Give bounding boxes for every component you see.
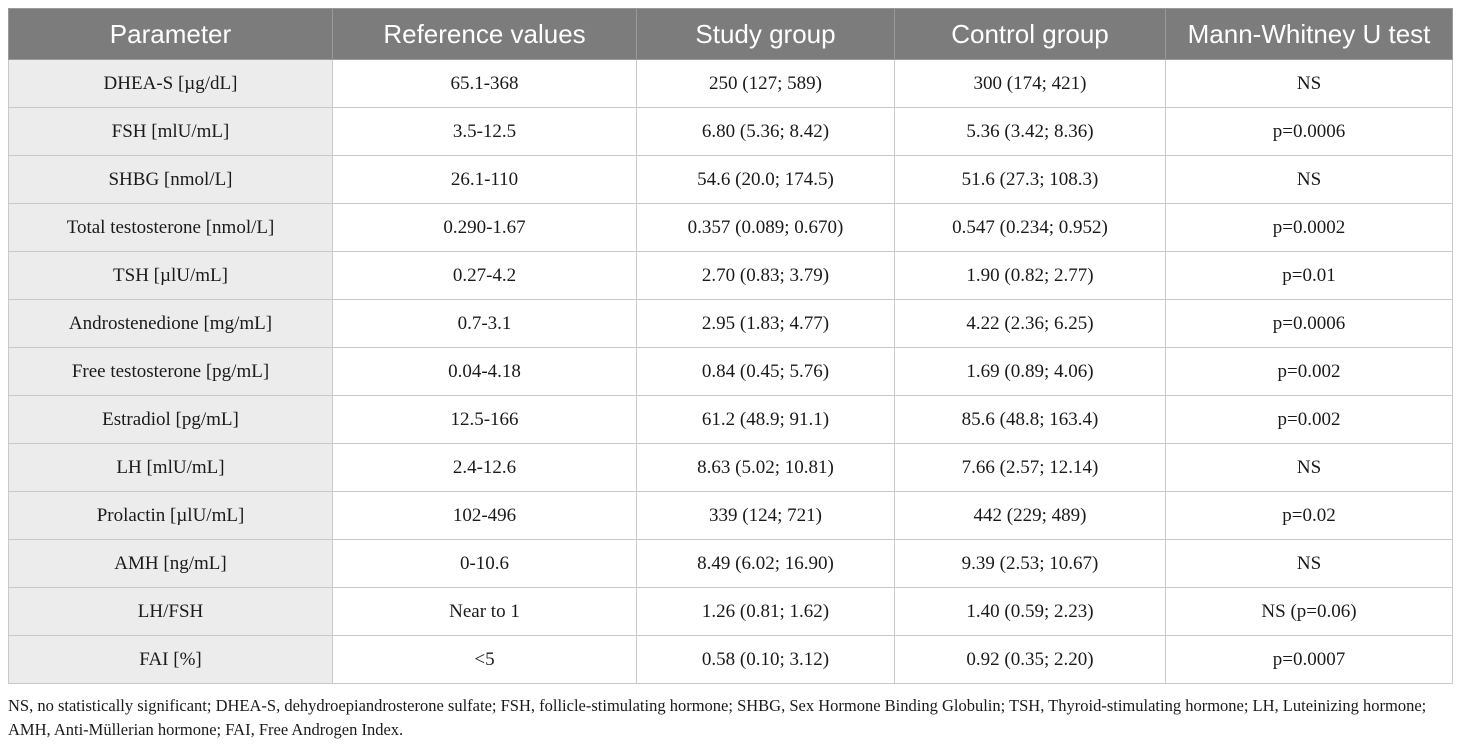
cell-control-group: 442 (229; 489) [894, 491, 1166, 540]
cell-parameter: Prolactin [µlU/mL] [8, 491, 333, 540]
cell-control-group: 7.66 (2.57; 12.14) [894, 443, 1166, 492]
cell-study-group: 0.58 (0.10; 3.12) [636, 635, 895, 684]
header-reference-values: Reference values [332, 8, 637, 60]
cell-parameter: AMH [ng/mL] [8, 539, 333, 588]
cell-study-group: 2.95 (1.83; 4.77) [636, 299, 895, 348]
cell-parameter: FSH [mlU/mL] [8, 107, 333, 156]
cell-parameter: LH/FSH [8, 587, 333, 636]
table-row: LH [mlU/mL] 2.4-12.6 8.63 (5.02; 10.81) 7.6… [8, 443, 1453, 492]
cell-reference-values: 3.5-12.5 [332, 107, 637, 156]
cell-study-group: 0.357 (0.089; 0.670) [636, 203, 895, 252]
cell-study-group: 250 (127; 589) [636, 59, 895, 108]
cell-study-group: 8.63 (5.02; 10.81) [636, 443, 895, 492]
table-row: Prolactin [µlU/mL] 102-496 339 (124; 721) 4… [8, 491, 1453, 540]
cell-parameter: Free testosterone [pg/mL] [8, 347, 333, 396]
cell-mann-whitney-test: NS [1165, 539, 1453, 588]
cell-reference-values: 0-10.6 [332, 539, 637, 588]
table-row: Estradiol [pg/mL] 12.5-166 61.2 (48.9; 91.… [8, 395, 1453, 444]
table-row: DHEA-S [µg/dL] 65.1-368 250 (127; 589) 300 … [8, 59, 1453, 108]
cell-reference-values: 0.290-1.67 [332, 203, 637, 252]
cell-mann-whitney-test: NS [1165, 155, 1453, 204]
table-row: FSH [mlU/mL] 3.5-12.5 6.80 (5.36; 8.42) 5.3… [8, 107, 1453, 156]
table-row: LH/FSH Near to 1 1.26 (0.81; 1.62) 1.40 (0.… [8, 587, 1453, 636]
cell-control-group: 85.6 (48.8; 163.4) [894, 395, 1166, 444]
table-header-row: Parameter Reference values Study group C… [8, 8, 1453, 60]
table-row: Total testosterone [nmol/L] 0.290-1.67 0.3… [8, 203, 1453, 252]
cell-control-group: 51.6 (27.3; 108.3) [894, 155, 1166, 204]
cell-study-group: 0.84 (0.45; 5.76) [636, 347, 895, 396]
table-footnote: NS, no statistically significant; DHEA-S… [8, 696, 1427, 739]
table-row: Androstenedione [mg/mL] 0.7-3.1 2.95 (1.83… [8, 299, 1453, 348]
table-body: DHEA-S [µg/dL] 65.1-368 250 (127; 589) 300 … [8, 59, 1453, 684]
hormone-table-container: Parameter Reference values Study group C… [8, 8, 1453, 684]
header-mann-whitney-test: Mann-Whitney U test [1165, 8, 1453, 60]
cell-mann-whitney-test: p=0.002 [1165, 395, 1453, 444]
cell-control-group: 300 (174; 421) [894, 59, 1166, 108]
cell-reference-values: <5 [332, 635, 637, 684]
cell-control-group: 9.39 (2.53; 10.67) [894, 539, 1166, 588]
cell-reference-values: 0.04-4.18 [332, 347, 637, 396]
cell-parameter: TSH [µlU/mL] [8, 251, 333, 300]
cell-parameter: SHBG [nmol/L] [8, 155, 333, 204]
cell-reference-values: 65.1-368 [332, 59, 637, 108]
table-row: Free testosterone [pg/mL] 0.04-4.18 0.84 (… [8, 347, 1453, 396]
cell-mann-whitney-test: p=0.0006 [1165, 299, 1453, 348]
cell-control-group: 4.22 (2.36; 6.25) [894, 299, 1166, 348]
cell-reference-values: 26.1-110 [332, 155, 637, 204]
cell-mann-whitney-test: NS (p=0.06) [1165, 587, 1453, 636]
cell-parameter: Total testosterone [nmol/L] [8, 203, 333, 252]
cell-control-group: 1.69 (0.89; 4.06) [894, 347, 1166, 396]
header-control-group: Control group [894, 8, 1166, 60]
cell-study-group: 1.26 (0.81; 1.62) [636, 587, 895, 636]
cell-mann-whitney-test: p=0.0002 [1165, 203, 1453, 252]
table-row: FAI [%] <5 0.58 (0.10; 3.12) 0.92 (0.35; 2.… [8, 635, 1453, 684]
cell-mann-whitney-test: p=0.002 [1165, 347, 1453, 396]
cell-study-group: 339 (124; 721) [636, 491, 895, 540]
cell-study-group: 6.80 (5.36; 8.42) [636, 107, 895, 156]
cell-control-group: 1.90 (0.82; 2.77) [894, 251, 1166, 300]
header-parameter: Parameter [8, 8, 333, 60]
cell-mann-whitney-test: p=0.02 [1165, 491, 1453, 540]
table-row: TSH [µlU/mL] 0.27-4.2 2.70 (0.83; 3.79) 1.9… [8, 251, 1453, 300]
cell-study-group: 54.6 (20.0; 174.5) [636, 155, 895, 204]
cell-reference-values: 102-496 [332, 491, 637, 540]
table-row: SHBG [nmol/L] 26.1-110 54.6 (20.0; 174.5) 5… [8, 155, 1453, 204]
hormone-comparison-table: Parameter Reference values Study group C… [8, 8, 1453, 684]
cell-study-group: 8.49 (6.02; 16.90) [636, 539, 895, 588]
cell-control-group: 5.36 (3.42; 8.36) [894, 107, 1166, 156]
cell-parameter: Androstenedione [mg/mL] [8, 299, 333, 348]
cell-reference-values: Near to 1 [332, 587, 637, 636]
cell-study-group: 2.70 (0.83; 3.79) [636, 251, 895, 300]
cell-reference-values: 2.4-12.6 [332, 443, 637, 492]
cell-reference-values: 0.7-3.1 [332, 299, 637, 348]
cell-reference-values: 12.5-166 [332, 395, 637, 444]
cell-parameter: FAI [%] [8, 635, 333, 684]
cell-parameter: DHEA-S [µg/dL] [8, 59, 333, 108]
table-row: AMH [ng/mL] 0-10.6 8.49 (6.02; 16.90) 9.39 … [8, 539, 1453, 588]
cell-reference-values: 0.27-4.2 [332, 251, 637, 300]
cell-mann-whitney-test: p=0.0006 [1165, 107, 1453, 156]
header-study-group: Study group [636, 8, 895, 60]
cell-control-group: 0.92 (0.35; 2.20) [894, 635, 1166, 684]
cell-parameter: Estradiol [pg/mL] [8, 395, 333, 444]
cell-mann-whitney-test: NS [1165, 443, 1453, 492]
cell-control-group: 0.547 (0.234; 0.952) [894, 203, 1166, 252]
cell-mann-whitney-test: NS [1165, 59, 1453, 108]
cell-mann-whitney-test: p=0.0007 [1165, 635, 1453, 684]
cell-control-group: 1.40 (0.59; 2.23) [894, 587, 1166, 636]
cell-mann-whitney-test: p=0.01 [1165, 251, 1453, 300]
cell-study-group: 61.2 (48.9; 91.1) [636, 395, 895, 444]
cell-parameter: LH [mlU/mL] [8, 443, 333, 492]
